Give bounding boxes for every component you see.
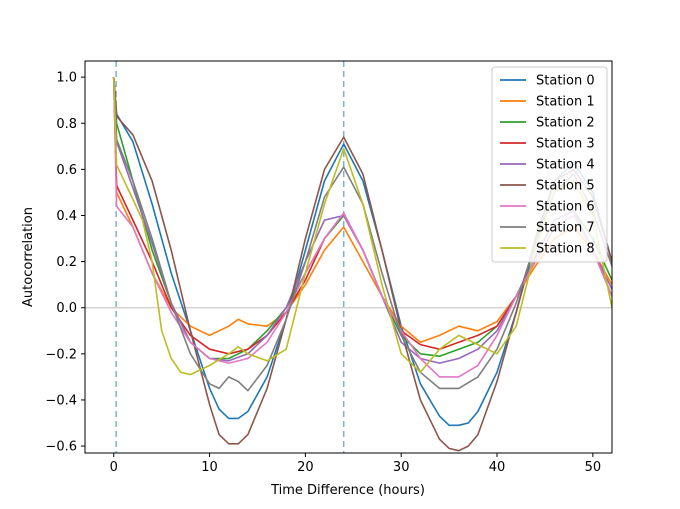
legend-label-4: Station 4	[536, 158, 595, 173]
legend-label-1: Station 1	[536, 95, 595, 110]
series-line-7	[112, 77, 612, 392]
legend-label-0: Station 0	[536, 74, 595, 89]
x-tick-label: 40	[489, 460, 506, 475]
y-tick-label: −0.4	[45, 393, 77, 408]
legend: Station 0 Station 1 Station 2 Station 3 Stat…	[491, 66, 608, 263]
series-line-8	[112, 77, 612, 376]
y-tick-label: 1.0	[56, 71, 77, 86]
y-axis-ticks: −0.6 −0.4 −0.2 0.0 0.2 0.4 0.6 0.8 1.0	[45, 71, 85, 455]
x-tick-label: 50	[585, 460, 602, 475]
x-axis-ticks: 0 10 20 30 40 50	[110, 453, 602, 475]
y-tick-label: 0.4	[56, 209, 77, 224]
x-tick-label: 0	[110, 460, 118, 475]
series-lines	[112, 77, 612, 452]
y-tick-label: 0.8	[56, 117, 77, 132]
legend-label-5: Station 5	[536, 179, 595, 194]
y-tick-label: −0.6	[45, 440, 77, 455]
legend-label-6: Station 6	[536, 200, 595, 215]
legend-label-2: Station 2	[536, 116, 595, 131]
y-tick-label: 0.2	[56, 255, 77, 270]
x-axis-label: Time Difference (hours)	[270, 483, 425, 498]
legend-label-7: Station 7	[536, 221, 595, 236]
legend-label-8: Station 8	[536, 242, 595, 257]
y-axis-label: Autocorrelation	[21, 207, 36, 307]
legend-label-3: Station 3	[536, 137, 595, 152]
x-tick-label: 30	[393, 460, 410, 475]
y-tick-label: 0.0	[56, 301, 77, 316]
plot-border	[84, 60, 613, 454]
y-tick-label: 0.6	[56, 163, 77, 178]
series-line-5	[112, 77, 612, 452]
x-tick-label: 10	[201, 460, 218, 475]
y-tick-label: −0.2	[45, 347, 77, 362]
legend-box	[491, 66, 608, 263]
x-tick-label: 20	[297, 460, 314, 475]
